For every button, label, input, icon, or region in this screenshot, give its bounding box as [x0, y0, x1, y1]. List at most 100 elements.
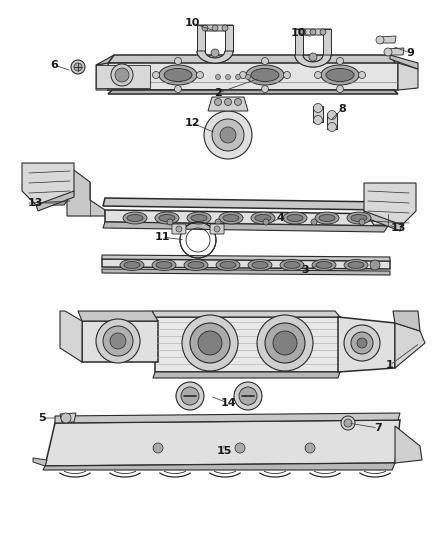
Text: 11: 11 — [154, 232, 170, 242]
Text: 6: 6 — [50, 60, 58, 70]
Circle shape — [176, 382, 204, 410]
Circle shape — [215, 219, 221, 225]
Circle shape — [110, 333, 126, 349]
Circle shape — [215, 75, 220, 79]
Circle shape — [261, 85, 268, 93]
Circle shape — [234, 382, 262, 410]
Ellipse shape — [216, 260, 240, 271]
Circle shape — [96, 319, 140, 363]
Ellipse shape — [344, 260, 368, 271]
Polygon shape — [364, 183, 416, 225]
Text: 13: 13 — [27, 198, 42, 208]
Circle shape — [215, 99, 222, 106]
Ellipse shape — [156, 262, 172, 269]
Text: 15: 15 — [216, 446, 232, 456]
Ellipse shape — [123, 212, 147, 224]
Polygon shape — [33, 458, 47, 466]
Circle shape — [336, 58, 343, 64]
Polygon shape — [395, 426, 422, 463]
Polygon shape — [323, 29, 331, 55]
Ellipse shape — [188, 262, 204, 269]
Text: 10: 10 — [184, 18, 200, 28]
Circle shape — [167, 219, 173, 225]
Circle shape — [265, 323, 305, 363]
Ellipse shape — [321, 65, 359, 85]
Polygon shape — [313, 106, 323, 122]
Ellipse shape — [287, 214, 303, 222]
Polygon shape — [82, 321, 158, 362]
Polygon shape — [102, 269, 390, 275]
Circle shape — [174, 58, 181, 64]
Ellipse shape — [251, 212, 275, 224]
Polygon shape — [60, 311, 82, 362]
Ellipse shape — [159, 65, 197, 85]
Circle shape — [344, 419, 352, 427]
Ellipse shape — [252, 262, 268, 269]
FancyBboxPatch shape — [210, 224, 224, 234]
Text: 3: 3 — [301, 265, 309, 275]
Circle shape — [236, 75, 240, 79]
Circle shape — [234, 99, 241, 106]
Text: 8: 8 — [338, 104, 346, 114]
Circle shape — [311, 219, 317, 225]
Ellipse shape — [191, 214, 207, 222]
Polygon shape — [60, 413, 76, 422]
Circle shape — [357, 338, 367, 348]
Polygon shape — [327, 113, 337, 129]
Circle shape — [283, 71, 290, 78]
Text: 14: 14 — [220, 398, 236, 408]
Circle shape — [198, 331, 222, 355]
Polygon shape — [364, 211, 402, 231]
Circle shape — [212, 25, 218, 31]
Circle shape — [263, 219, 269, 225]
Polygon shape — [197, 25, 233, 31]
Circle shape — [376, 36, 384, 44]
Polygon shape — [378, 36, 396, 43]
Ellipse shape — [315, 212, 339, 224]
Polygon shape — [108, 90, 398, 94]
Polygon shape — [398, 63, 418, 90]
FancyBboxPatch shape — [172, 224, 186, 234]
Circle shape — [239, 387, 257, 405]
Circle shape — [225, 99, 232, 106]
Ellipse shape — [351, 214, 367, 222]
Ellipse shape — [223, 214, 239, 222]
Polygon shape — [153, 372, 340, 378]
Polygon shape — [36, 191, 74, 211]
Ellipse shape — [152, 260, 176, 271]
Ellipse shape — [251, 69, 279, 82]
Circle shape — [261, 58, 268, 64]
Polygon shape — [96, 63, 108, 90]
Polygon shape — [67, 165, 105, 216]
Text: 1: 1 — [386, 360, 394, 370]
Polygon shape — [78, 311, 158, 321]
Circle shape — [211, 49, 219, 57]
Text: 9: 9 — [406, 48, 414, 58]
Circle shape — [235, 443, 245, 453]
Circle shape — [181, 387, 199, 405]
Ellipse shape — [312, 260, 336, 271]
Ellipse shape — [348, 262, 364, 269]
Ellipse shape — [164, 69, 192, 82]
Text: 2: 2 — [214, 88, 222, 98]
Polygon shape — [225, 25, 233, 51]
Polygon shape — [55, 413, 400, 423]
Polygon shape — [386, 48, 404, 55]
Polygon shape — [96, 65, 150, 88]
Polygon shape — [102, 259, 390, 269]
Polygon shape — [105, 210, 388, 226]
Circle shape — [190, 323, 230, 363]
Circle shape — [305, 443, 315, 453]
Circle shape — [257, 315, 313, 371]
Circle shape — [246, 75, 251, 79]
Ellipse shape — [187, 212, 211, 224]
Polygon shape — [295, 55, 331, 67]
Circle shape — [111, 64, 133, 86]
Ellipse shape — [316, 262, 332, 269]
Ellipse shape — [319, 214, 335, 222]
Polygon shape — [295, 29, 331, 35]
Polygon shape — [395, 323, 425, 368]
Polygon shape — [96, 55, 114, 65]
Circle shape — [204, 111, 252, 159]
Polygon shape — [102, 255, 390, 261]
